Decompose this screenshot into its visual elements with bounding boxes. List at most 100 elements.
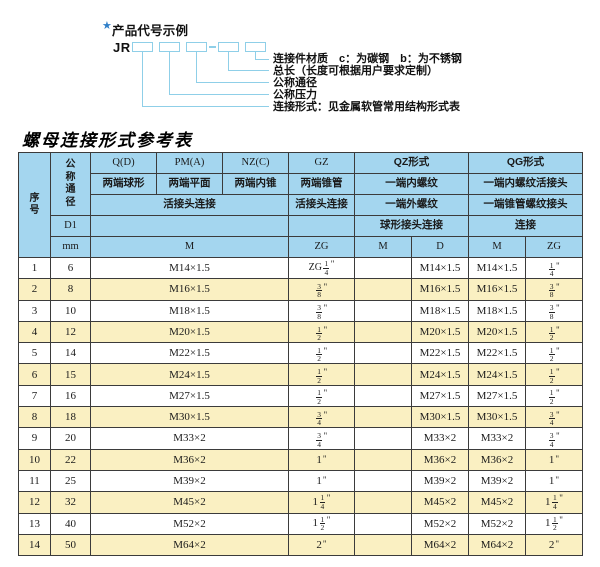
header-group-gz: GZ — [288, 152, 355, 174]
header-sub2-qz: 球形接头连接 — [354, 215, 469, 237]
table-row: 12 32 M45×2 1 1 4 " M45×2 M45×2 1 1 4 " — [18, 491, 583, 514]
table-row: 9 20 M33×2 3 4 " M33×2 M33×2 3 4 " — [18, 427, 583, 450]
table-row: 10 22 M36×2 1 " M36×2 M36×2 1 " — [18, 448, 583, 471]
table-row: 1 6 M14×1.5 ZG 1 4 " M14×1.5 M14×1.5 1 4 " — [18, 256, 583, 280]
cell-qz-d: M30×1.5 — [411, 406, 469, 429]
cell-nominal-diameter: 15 — [50, 363, 91, 386]
table-row: 13 40 M52×2 1 1 2 " M52×2 M52×2 1 1 2 " — [18, 512, 583, 535]
header-unit-m: M — [90, 236, 289, 258]
cell-qz-m — [354, 427, 412, 450]
header-group-qd: Q(D) — [90, 152, 157, 174]
table-title: 螺母连接形式参考表 — [22, 131, 193, 150]
header-unit-qg-m: M — [468, 236, 526, 258]
cell-nominal-diameter: 16 — [50, 384, 91, 408]
cell-qg-zg: 2 " — [525, 533, 583, 557]
cell-qz-d: M39×2 — [411, 469, 469, 493]
cell-qg-m: M30×1.5 — [468, 406, 526, 429]
cell-qg-m: M22×1.5 — [468, 342, 526, 365]
header-seq-char2: 号 — [29, 205, 40, 216]
leader-line-1-h — [142, 106, 269, 108]
cell-qg-m: M16×1.5 — [468, 278, 526, 301]
header-d1: D1 — [50, 215, 91, 237]
star-icon: ★ — [102, 20, 112, 32]
leader-line-2-h — [169, 94, 269, 96]
table-row: 6 15 M24×1.5 1 2 " M24×1.5 M24×1.5 1 2 " — [18, 363, 583, 386]
cell-qz-m — [354, 278, 412, 301]
cell-thread-m: M18×1.5 — [90, 299, 289, 322]
cell-nominal-diameter: 20 — [50, 427, 91, 450]
header-dn-char4: 径 — [65, 196, 76, 208]
cell-seq: 10 — [18, 448, 51, 471]
cell-gz-zg: 1 1 2 " — [288, 512, 355, 535]
header-unit-qg-zg: ZG — [525, 236, 583, 258]
cell-qz-d: M24×1.5 — [411, 363, 469, 386]
leader-line-3 — [196, 52, 198, 83]
leader-line-1 — [142, 52, 144, 107]
cell-gz-zg: 3 4 " — [288, 406, 355, 429]
table-row: 7 16 M27×1.5 1 2 " M27×1.5 M27×1.5 1 2 " — [18, 384, 583, 408]
cell-nominal-diameter: 8 — [50, 278, 91, 301]
cell-qg-zg: 1 4 " — [525, 256, 583, 280]
cell-thread-m: M64×2 — [90, 533, 289, 557]
cell-seq: 5 — [18, 342, 51, 365]
leader-line-5 — [255, 52, 257, 60]
code-box-2 — [159, 42, 180, 52]
cell-nominal-diameter: 14 — [50, 342, 91, 365]
cell-gz-zg: 3 8 " — [288, 299, 355, 322]
cell-thread-m: M24×1.5 — [90, 363, 289, 386]
cell-qg-zg: 3 8 " — [525, 299, 583, 322]
cell-nominal-diameter: 32 — [50, 491, 91, 514]
header-sub1-qz: 一端外螺纹 — [354, 194, 469, 216]
header-type-qg: 一端内螺纹活接头 — [468, 173, 583, 195]
header-group-pma: PM(A) — [156, 152, 223, 174]
header-sub1-qg: 一端锥管螺纹接头 — [468, 194, 583, 216]
cell-nominal-diameter: 10 — [50, 299, 91, 322]
diagram-title: 产品代号示例 — [112, 24, 189, 38]
header-unit-qz-m: M — [354, 236, 412, 258]
table-row: 11 25 M39×2 1 " M39×2 M39×2 1 " — [18, 469, 583, 493]
cell-gz-zg: 3 8 " — [288, 278, 355, 301]
header-row-types: 两端球形 两端平面 两端内锥 两端锥管 一端内螺纹 一端内螺纹活接头 — [19, 173, 583, 195]
table-row: 3 10 M18×1.5 3 8 " M18×1.5 M18×1.5 3 8 " — [18, 299, 583, 322]
cell-qg-m: M52×2 — [468, 512, 526, 535]
cell-qz-m — [354, 469, 412, 493]
cell-qg-zg: 1 2 " — [525, 320, 583, 344]
header-type-gz: 两端锥管 — [288, 173, 355, 195]
code-box-1 — [132, 42, 153, 52]
header-unit-gz: ZG — [288, 236, 355, 258]
header-sub2-m — [90, 215, 289, 237]
cell-qg-m: M39×2 — [468, 469, 526, 493]
cell-thread-m: M20×1.5 — [90, 320, 289, 344]
cell-qg-zg: 1 " — [525, 448, 583, 471]
header-sub2-qg: 连接 — [468, 215, 583, 237]
table-row: 4 12 M20×1.5 1 2 " M20×1.5 M20×1.5 1 2 " — [18, 320, 583, 344]
leader-line-4 — [228, 52, 230, 71]
leader-line-2 — [169, 52, 171, 95]
header-row-units: mm M ZG M D M ZG — [19, 236, 583, 258]
cell-seq: 9 — [18, 427, 51, 450]
cell-seq: 14 — [18, 533, 51, 557]
cell-thread-m: M30×1.5 — [90, 406, 289, 429]
cell-thread-m: M33×2 — [90, 427, 289, 450]
code-box-5 — [245, 42, 266, 52]
cell-nominal-diameter: 50 — [50, 533, 91, 557]
cell-qz-d: M33×2 — [411, 427, 469, 450]
cell-qz-m — [354, 406, 412, 429]
cell-qg-m: M45×2 — [468, 491, 526, 514]
cell-qg-m: M18×1.5 — [468, 299, 526, 322]
header-type-qz: 一端内螺纹 — [354, 173, 469, 195]
header-type-pma: 两端平面 — [156, 173, 223, 195]
cell-thread-m: M52×2 — [90, 512, 289, 535]
header-dn-char2: 称 — [65, 171, 76, 183]
code-separator — [209, 46, 216, 48]
cell-qg-m: M36×2 — [468, 448, 526, 471]
cell-qg-zg: 1 1 2 " — [525, 512, 583, 535]
header-seq: 序 号 — [18, 152, 51, 258]
header-type-qd: 两端球形 — [90, 173, 157, 195]
cell-seq: 1 — [18, 256, 51, 280]
cell-qz-d: M18×1.5 — [411, 299, 469, 322]
cell-qz-d: M20×1.5 — [411, 320, 469, 344]
cell-qg-m: M64×2 — [468, 533, 526, 557]
cell-qz-d: M22×1.5 — [411, 342, 469, 365]
cell-gz-zg: 1 2 " — [288, 320, 355, 344]
